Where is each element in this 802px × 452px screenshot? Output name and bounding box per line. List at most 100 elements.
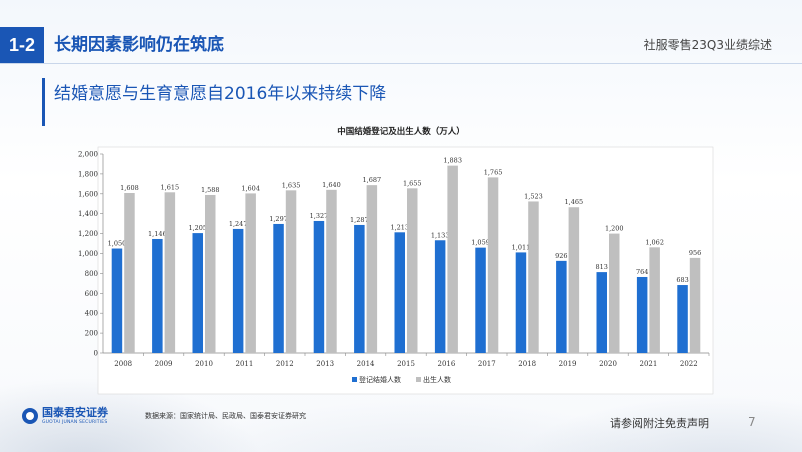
bar-births [649,247,660,353]
legend-label-marriages: 登记结婚人数 [359,375,401,384]
data-label-births: 1,765 [484,168,503,176]
data-label-marriages: 1,133 [431,231,450,239]
company-logo: 国泰君安证券 GUOTAI JUNAN SECURITIES [22,407,132,427]
data-label-marriages: 1,050 [108,240,127,248]
data-label-marriages: 1,059 [471,239,490,247]
y-tick-label: 1,000 [78,250,98,258]
bar-marriages [475,247,486,353]
disclaimer-text: 请参阅附注免责声明 [610,417,709,430]
data-label-marriages: 1,205 [188,224,207,232]
bar-marriages [152,238,163,353]
bar-marriages [515,252,527,353]
data-label-births: 1,635 [282,181,301,189]
chart-legend: 登记结婚人数 出生人数 [352,375,451,384]
bar-marriages [111,248,123,353]
bar-births [205,194,216,353]
y-axis-ticks: 0 200 400 600 800 1,000 1,200 1,400 1,600 1,800 2,… [78,151,103,358]
bar-marriages [556,260,567,353]
bar-births [568,207,580,353]
data-label-marriages: 764 [636,268,648,276]
bar-births [124,193,135,353]
x-axis-ticks: 2008 2009 2010 2011 2012 2013 2014 2015 2016 2017… [114,353,710,368]
x-tick-label: 2016 [437,360,455,368]
x-tick-label: 2020 [599,360,617,368]
slide-subtitle: 结婚意愿与生育意愿自2016年以来持续下降 [54,84,387,104]
y-tick-label: 1,800 [78,170,98,178]
logo-icon [22,408,38,424]
data-label-births: 1,200 [605,225,624,233]
data-label-marriages: 1,287 [350,216,369,224]
bar-marriages [273,223,284,353]
y-tick-label: 2,000 [78,151,98,159]
bar-births [366,185,378,353]
header-bar: 1-2 长期因素影响仍在筑底 社服零售23Q3业绩综述 [0,27,802,63]
data-label-marriages: 1,213 [390,223,409,231]
subtitle-accent-bar [42,78,45,126]
bar-births [487,177,499,353]
y-tick-label: 400 [85,310,98,318]
bar-births [407,188,418,353]
bar-births [326,189,337,353]
legend-swatch-marriages [352,377,357,382]
data-label-births: 1,687 [363,176,382,184]
bar-births [528,201,539,353]
bar-marriages [192,233,203,353]
data-label-births: 1,523 [524,192,543,200]
bar-marriages [313,220,325,353]
bar-marriages [636,276,648,353]
data-label-marriages: 683 [676,276,688,284]
x-tick-label: 2021 [639,360,657,368]
x-tick-label: 2017 [478,360,496,368]
x-tick-label: 2015 [397,360,415,368]
bar-births [689,257,701,353]
bar-births [609,233,620,353]
data-label-marriages: 1,327 [310,212,329,220]
x-tick-label: 2008 [114,360,132,368]
bar-marriages [596,272,607,353]
header-divider [0,63,802,64]
data-label-marriages: 926 [555,252,567,260]
y-tick-label: 1,600 [78,190,98,198]
data-label-births: 1,883 [443,157,462,165]
y-tick-label: 200 [85,330,98,338]
data-source-note: 数据来源：国家统计局、民政局、国泰君安证券研究 [145,412,306,420]
data-label-births: 1,465 [565,198,584,206]
legend-swatch-births [416,377,421,382]
legend-label-births: 出生人数 [423,375,451,384]
bar-marriages [677,285,688,353]
logo-text-en: GUOTAI JUNAN SECURITIES [42,420,108,425]
bar-marriages [354,224,365,353]
bar-births [245,193,256,353]
y-tick-label: 1,400 [78,210,98,218]
chart-title: 中国结婚登记及出生人数（万人） [337,126,465,137]
data-label-marriages: 1,146 [148,230,167,238]
data-label-marriages: 1,297 [269,215,288,223]
y-tick-label: 600 [85,290,98,298]
x-tick-label: 2012 [276,360,294,368]
data-label-births: 1,588 [201,186,220,194]
section-title: 长期因素影响仍在筑底 [54,35,224,55]
data-label-marriages: 1,011 [512,243,531,251]
bar-births [164,192,176,353]
y-tick-label: 1,200 [78,230,98,238]
data-label-marriages: 1,247 [229,220,248,228]
x-tick-label: 2011 [235,360,253,368]
bar-marriages [434,240,446,353]
data-label-births: 1,655 [403,179,422,187]
data-label-births: 1,640 [322,181,341,189]
bar-marriages [232,228,244,353]
section-number: 1-2 [0,27,44,63]
page-number: 7 [748,415,756,429]
data-label-births: 1,615 [161,183,180,191]
bar-marriages [394,232,405,353]
data-label-marriages: 813 [596,263,608,271]
x-tick-label: 2018 [518,360,536,368]
y-tick-label: 0 [94,350,98,358]
y-tick-label: 800 [85,270,98,278]
x-tick-label: 2022 [680,360,698,368]
logo-text-cn: 国泰君安证券 [42,406,108,419]
x-tick-label: 2010 [195,360,213,368]
bar-births [447,165,458,353]
data-label-births: 1,062 [645,238,664,246]
